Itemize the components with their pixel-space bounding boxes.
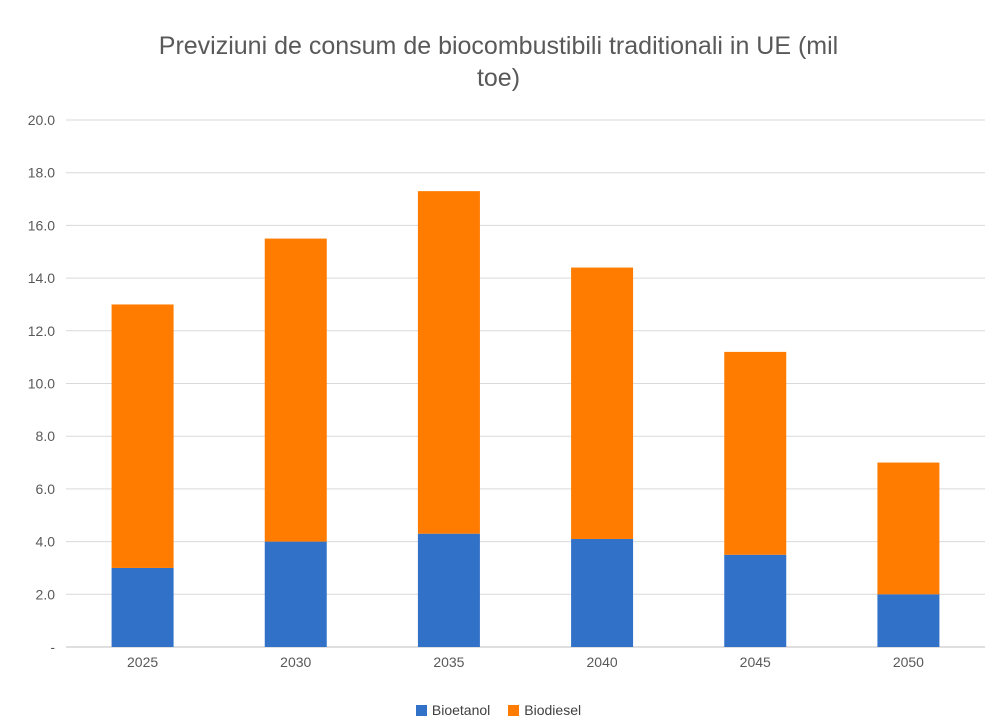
bar-bioetanol-2040 <box>571 538 634 647</box>
x-tick-label: 2035 <box>433 654 464 670</box>
legend-swatch <box>415 704 427 716</box>
chart-title-line-2: toe) <box>476 64 521 92</box>
y-tick-label: 6.0 <box>36 481 56 497</box>
legend: Bioetanol Biodiesel <box>0 702 997 718</box>
bar-bioetanol-2035 <box>417 533 480 647</box>
legend-label: Bioetanol <box>431 702 491 718</box>
x-tick-label: 2050 <box>893 654 924 670</box>
bars <box>111 191 940 647</box>
y-tick-label: 18.0 <box>28 165 55 181</box>
legend-label: Biodiesel <box>524 702 582 718</box>
bar-biodiesel-2025 <box>111 304 174 568</box>
bar-biodiesel-2050 <box>877 462 940 595</box>
y-tick-label: 2.0 <box>36 586 56 602</box>
y-tick-label: 4.0 <box>36 534 56 550</box>
x-tick-label: 2025 <box>127 654 158 670</box>
bar-bioetanol-2025 <box>111 567 174 647</box>
y-tick-label: 16.0 <box>28 217 55 233</box>
chart-title-line-1: Previziuni de consum de biocombustibili … <box>158 32 839 60</box>
x-axis: 2025 2030 2035 2040 2045 2050 <box>127 654 924 670</box>
legend-item-biodiesel: Biodiesel <box>508 702 581 718</box>
x-tick-label: 2045 <box>740 654 771 670</box>
bar-bioetanol-2050 <box>877 594 940 647</box>
legend-swatch <box>508 704 520 716</box>
x-tick-label: 2040 <box>587 654 618 670</box>
bar-biodiesel-2040 <box>571 267 634 539</box>
y-tick-label: 20.0 <box>28 112 55 128</box>
y-tick-label: 12.0 <box>28 323 55 339</box>
legend-item-bioetanol: Bioetanol <box>415 702 491 718</box>
x-tick-label: 2030 <box>280 654 311 670</box>
bar-biodiesel-2030 <box>264 238 327 542</box>
gridlines <box>66 119 985 648</box>
y-tick-label: 8.0 <box>36 428 56 444</box>
y-tick-label: - <box>50 639 55 655</box>
bar-biodiesel-2045 <box>724 351 787 555</box>
y-tick-label: 10.0 <box>28 376 55 392</box>
chart-title: Previziuni de consum de biocombustibili … <box>0 30 997 94</box>
bar-biodiesel-2035 <box>417 191 480 534</box>
bar-bioetanol-2030 <box>264 541 327 647</box>
bar-bioetanol-2045 <box>724 554 787 647</box>
y-axis: - 2.0 4.0 6.0 8.0 10.0 12.0 14.0 16.0 18.0 20.0 <box>28 112 56 655</box>
y-tick-label: 14.0 <box>28 270 55 286</box>
